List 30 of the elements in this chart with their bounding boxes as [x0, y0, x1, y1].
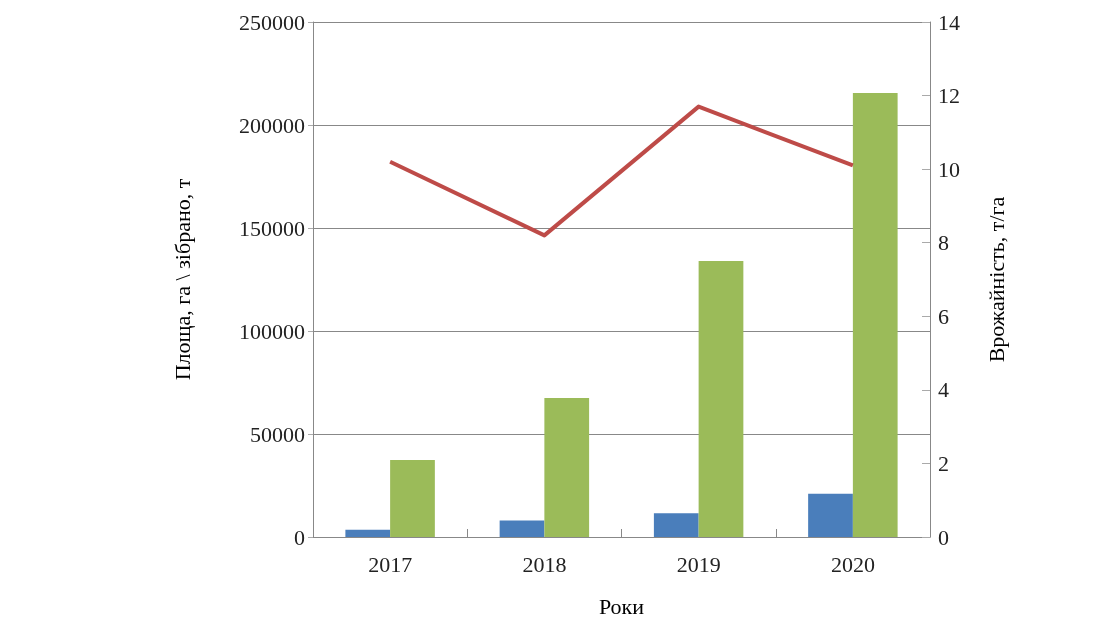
bar: [499, 520, 545, 537]
y-tick-label: 250000: [239, 9, 305, 35]
bar: [544, 397, 590, 537]
y2-tick-label: 8: [938, 230, 949, 256]
bar: [345, 529, 391, 537]
y2-tick-label: 6: [938, 303, 949, 329]
bar: [852, 93, 898, 537]
x-tick-label: 2020: [830, 551, 875, 577]
y2-tick-label: 14: [938, 9, 960, 35]
y2-tick-label: 10: [938, 156, 960, 182]
y-axis-title: Площа, га \ зібрано, т: [169, 178, 195, 381]
bar: [698, 260, 744, 537]
x-tick-label: 2018: [522, 551, 567, 577]
y-tick-label: 150000: [239, 215, 305, 241]
x-tick-label: 2019: [676, 551, 721, 577]
y-tick-label: 0: [294, 524, 305, 550]
y-tick-label: 50000: [250, 421, 305, 447]
y2-axis-title: Врожайність, т/га: [983, 196, 1009, 363]
x-axis-title: Роки: [598, 593, 645, 619]
y2-tick-label: 4: [938, 377, 949, 403]
bar: [653, 513, 699, 537]
y-tick-label: 200000: [239, 112, 305, 138]
bar: [808, 493, 853, 537]
y-tick-label: 100000: [239, 318, 305, 344]
y2-tick-label: 0: [938, 524, 949, 550]
x-tick-label: 2017: [368, 551, 413, 577]
line-series: [388, 104, 855, 238]
bar: [390, 459, 435, 537]
y2-tick-label: 12: [938, 83, 960, 109]
y2-tick-label: 2: [938, 450, 949, 476]
